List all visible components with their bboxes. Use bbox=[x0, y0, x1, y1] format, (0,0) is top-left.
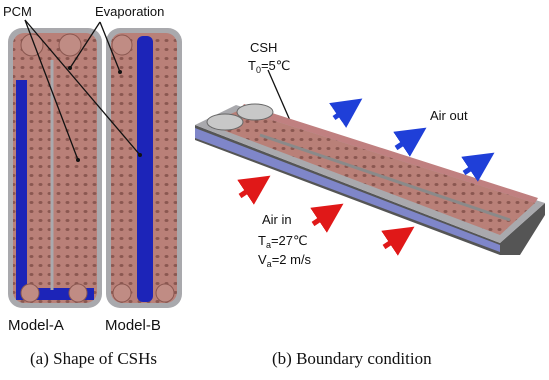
caption-a: (a) Shape of CSHs bbox=[30, 349, 157, 368]
air-out-label: Air out bbox=[430, 108, 468, 123]
caption-b: (b) Boundary condition bbox=[272, 349, 432, 368]
pcm-label: PCM bbox=[3, 4, 32, 19]
symbol: T bbox=[258, 233, 266, 248]
value: =5℃ bbox=[261, 58, 290, 73]
csh-3d-plate bbox=[195, 104, 545, 255]
air-in-label: Air in bbox=[262, 212, 292, 227]
model-a-label: Model-A bbox=[8, 317, 64, 334]
va-label: Va=2 m/s bbox=[258, 252, 312, 269]
value: =27℃ bbox=[271, 233, 308, 248]
symbol: V bbox=[258, 252, 267, 267]
t0-label: T0=5℃ bbox=[248, 58, 290, 75]
ta-label: Ta=27℃ bbox=[258, 233, 308, 250]
model-b-label: Model-B bbox=[105, 317, 161, 334]
figure: PCM Evaporation Model-A Model-B CSH T0=5… bbox=[0, 0, 549, 380]
symbol: T bbox=[248, 58, 256, 73]
model-b-plate bbox=[106, 28, 182, 308]
value: =2 m/s bbox=[272, 252, 312, 267]
model-a-plate bbox=[8, 28, 102, 308]
csh-label: CSH bbox=[250, 40, 277, 55]
evaporation-label: Evaporation bbox=[95, 4, 164, 19]
